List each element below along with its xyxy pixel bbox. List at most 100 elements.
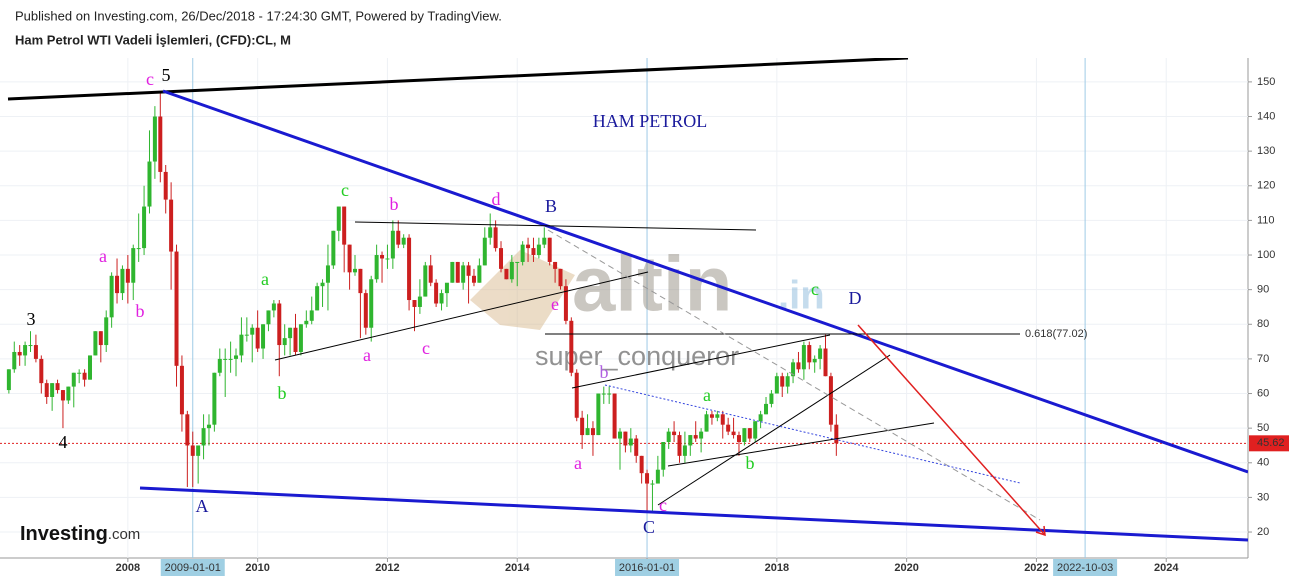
last-price-label: 45.62 — [1257, 437, 1285, 449]
y-tick-label: 150 — [1257, 76, 1275, 88]
candle-body — [461, 265, 466, 283]
logo-brand: Investing — [20, 523, 108, 545]
candle-body — [293, 327, 298, 352]
x-tick-label: 2018 — [765, 562, 789, 574]
candle-body — [28, 345, 33, 347]
projection-arrow — [857, 324, 1046, 536]
wave-label: B — [545, 196, 557, 216]
x-tick-label: 2010 — [245, 562, 269, 574]
x-tick-label: 2012 — [375, 562, 399, 574]
candle-body — [807, 345, 812, 363]
candle-body — [298, 324, 303, 352]
candle-body — [769, 393, 774, 404]
candle-body — [363, 293, 368, 328]
trend-line — [7, 58, 909, 101]
trend-line — [354, 221, 757, 231]
fib-label: 0.618(77.02) — [1025, 328, 1087, 340]
candle-body — [385, 258, 390, 260]
trend-line — [274, 271, 649, 361]
candle-body — [428, 265, 433, 283]
candle-body — [574, 372, 579, 418]
candle-body — [547, 237, 552, 262]
wave-label: a — [703, 385, 711, 405]
candle-body — [380, 255, 385, 259]
candle-body — [104, 317, 109, 346]
candle-body — [596, 393, 601, 436]
trend-line — [571, 334, 831, 389]
candle-body — [493, 227, 498, 249]
candle-body — [93, 331, 98, 356]
candle-body — [131, 248, 136, 283]
candle-body — [185, 414, 190, 446]
wave-label: b — [600, 362, 609, 382]
y-tick-label: 70 — [1257, 353, 1269, 365]
logo: Investing.com — [20, 523, 140, 545]
watermark-author: super_conqueror — [535, 341, 739, 371]
candle-body — [266, 310, 271, 325]
candle-body — [320, 282, 325, 287]
wave-label: a — [99, 246, 107, 266]
candle-body — [39, 358, 44, 384]
candle-body — [747, 428, 752, 439]
arrow-head — [1035, 525, 1046, 537]
candle-body — [147, 161, 152, 207]
candle-body — [358, 268, 363, 294]
candle-body — [179, 365, 184, 415]
candle-body — [142, 206, 147, 249]
watermark-logo — [470, 250, 575, 330]
chart-title: Ham Petrol WTI Vadeli İşlemleri, (CFD):C… — [15, 32, 291, 47]
candle-body — [12, 351, 17, 370]
candle-body — [331, 230, 336, 266]
candle-body — [553, 261, 558, 269]
candle-body — [812, 358, 817, 363]
candle-body — [261, 324, 266, 349]
date-tag-label: 2016-01-01 — [619, 562, 675, 574]
candle-body — [818, 348, 823, 359]
candle-body — [50, 383, 55, 397]
y-tick-label: 100 — [1257, 249, 1275, 261]
candle-body — [309, 310, 314, 321]
candle-body — [71, 372, 76, 387]
candle-body — [607, 393, 612, 395]
wave-label: b — [746, 453, 755, 473]
candle-body — [250, 327, 255, 335]
candle-body — [412, 300, 417, 307]
candle-body — [715, 414, 720, 418]
candle-body — [396, 230, 401, 245]
candle-body — [590, 428, 595, 436]
candle-body — [174, 251, 179, 366]
candle-body — [585, 428, 590, 436]
candle-body — [526, 244, 531, 249]
candle-body — [823, 348, 828, 377]
candle-body — [601, 393, 606, 395]
wave-label: c — [811, 279, 819, 299]
candle-body — [120, 268, 125, 294]
candle-body — [699, 431, 704, 439]
wave-label: A — [196, 496, 209, 516]
wave-label: 3 — [27, 309, 36, 329]
candle-body — [666, 431, 671, 443]
trend-line — [667, 422, 935, 467]
y-tick-label: 50 — [1257, 422, 1269, 434]
candle-body — [206, 424, 211, 429]
candle-body — [401, 237, 406, 245]
candle-body — [17, 351, 22, 356]
candle-body — [87, 355, 92, 380]
candle-body — [82, 372, 87, 380]
candle-body — [223, 358, 228, 360]
candle-body — [515, 261, 520, 263]
candle-body — [645, 473, 650, 484]
logo-suffix: .com — [108, 526, 141, 543]
candle-body — [98, 331, 103, 346]
date-tag — [1053, 559, 1118, 576]
candle-body — [661, 442, 666, 470]
wave-label: b — [278, 383, 287, 403]
dotted-line — [604, 384, 1021, 484]
trend-line — [657, 354, 891, 506]
candle-body — [407, 237, 412, 301]
candle-body — [196, 445, 201, 456]
y-tick-label: 40 — [1257, 457, 1269, 469]
candle-body — [542, 237, 547, 245]
wave-label: c — [341, 180, 349, 200]
